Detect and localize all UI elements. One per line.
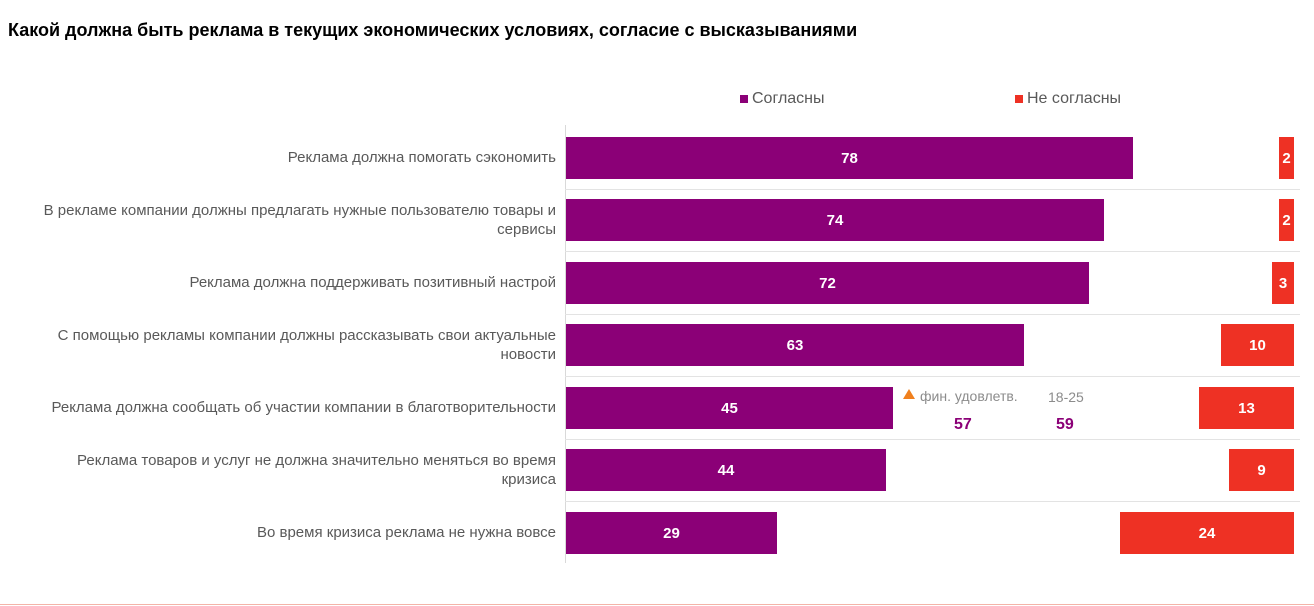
- bar-agree-value-label: 78: [841, 149, 858, 167]
- row-separator: [565, 439, 1300, 440]
- bar-disagree: 9: [1229, 449, 1294, 491]
- bar-disagree: 2: [1279, 199, 1294, 241]
- category-label: Реклама должна поддерживать позитивный н…: [189, 274, 556, 291]
- bar-disagree: 13: [1199, 387, 1294, 429]
- annotation-label-fin: фин. удовлетв.: [920, 388, 1018, 404]
- bar-agree: 29: [566, 512, 777, 554]
- category-label: В рекламе компании должны предлагать нуж…: [43, 202, 556, 238]
- row-separator: [565, 376, 1300, 377]
- annotation-label-age: 18-25: [1048, 389, 1084, 405]
- category-axis-line: [565, 125, 566, 563]
- category-label: Во время кризиса реклама не нужна вовсе: [256, 524, 556, 541]
- legend-swatch-disagree: [1015, 95, 1023, 103]
- category-label: Реклама товаров и услуг не должна значит…: [77, 452, 556, 488]
- triangle-icon: [903, 389, 915, 399]
- annotation-value-fin: 57: [954, 416, 972, 433]
- bar-disagree-value-label: 2: [1282, 211, 1291, 229]
- bar-disagree-value-label: 3: [1278, 274, 1288, 292]
- row-separator: [565, 251, 1300, 252]
- annotation-value-age: 59: [1056, 416, 1074, 433]
- category-label: Реклама должна сообщать об участии компа…: [51, 399, 556, 416]
- bar-disagree: 3: [1272, 262, 1294, 304]
- bar-agree: 45: [566, 387, 893, 429]
- bar-agree-value-label: 74: [826, 211, 844, 229]
- legend-label-agree: Согласны: [752, 90, 825, 107]
- legend-item-disagree: Не согласны: [1015, 90, 1121, 108]
- bar-agree-value-label: 44: [717, 461, 735, 479]
- chart-title: Какой должна быть реклама в текущих экон…: [8, 20, 858, 40]
- bar-disagree: 2: [1279, 137, 1294, 179]
- bar-disagree-value-label: 10: [1249, 336, 1266, 354]
- bar-disagree-value-label: 24: [1198, 524, 1216, 542]
- bar-agree-value-label: 72: [819, 274, 836, 292]
- category-label: Реклама должна помогать сэкономить: [287, 149, 556, 166]
- bar-agree: 63: [566, 324, 1024, 366]
- bar-agree: 72: [566, 262, 1089, 304]
- bar-agree: 74: [566, 199, 1104, 241]
- row-separator: [565, 501, 1300, 502]
- row-separator: [565, 189, 1300, 190]
- legend-label-disagree: Не согласны: [1027, 90, 1122, 107]
- bar-disagree: 10: [1221, 324, 1294, 366]
- bar-disagree-value-label: 13: [1238, 399, 1255, 417]
- category-label: С помощью рекламы компании должны расска…: [57, 327, 556, 363]
- bar-disagree: 24: [1120, 512, 1294, 554]
- legend-swatch-agree: [740, 95, 748, 103]
- row-separator: [565, 314, 1300, 315]
- bar-disagree-value-label: 9: [1257, 461, 1266, 479]
- legend-item-agree: Согласны: [740, 90, 825, 108]
- bar-agree-value-label: 29: [663, 524, 680, 542]
- bottom-divider: [0, 604, 1314, 605]
- bar-disagree-value-label: 2: [1282, 149, 1291, 167]
- bar-agree-value-label: 63: [786, 336, 804, 354]
- bar-agree-value-label: 45: [721, 399, 738, 417]
- bar-agree: 44: [566, 449, 886, 491]
- bar-agree: 78: [566, 137, 1133, 179]
